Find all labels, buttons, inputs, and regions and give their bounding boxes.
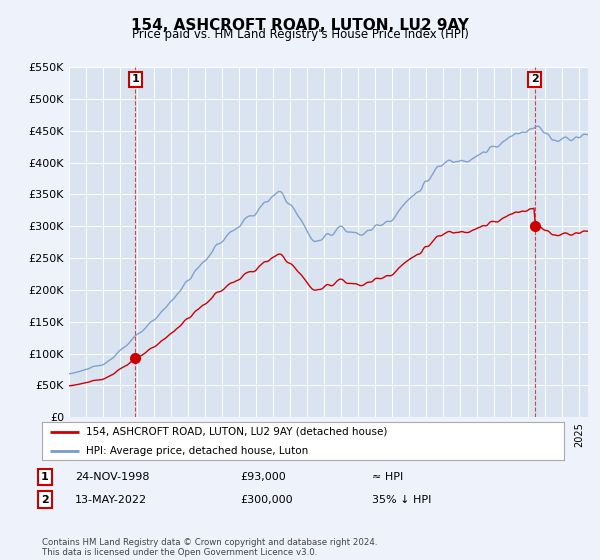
Text: 154, ASHCROFT ROAD, LUTON, LU2 9AY (detached house): 154, ASHCROFT ROAD, LUTON, LU2 9AY (deta… [86,427,388,437]
Text: Price paid vs. HM Land Registry's House Price Index (HPI): Price paid vs. HM Land Registry's House … [131,28,469,41]
Text: 154, ASHCROFT ROAD, LUTON, LU2 9AY: 154, ASHCROFT ROAD, LUTON, LU2 9AY [131,18,469,33]
Text: 1: 1 [131,74,139,85]
Text: ≈ HPI: ≈ HPI [372,472,403,482]
Text: 2: 2 [41,494,49,505]
Text: 1: 1 [41,472,49,482]
Text: 13-MAY-2022: 13-MAY-2022 [75,494,147,505]
Text: 35% ↓ HPI: 35% ↓ HPI [372,494,431,505]
Text: 24-NOV-1998: 24-NOV-1998 [75,472,149,482]
Text: 2: 2 [531,74,539,85]
Text: Contains HM Land Registry data © Crown copyright and database right 2024.
This d: Contains HM Land Registry data © Crown c… [42,538,377,557]
Text: HPI: Average price, detached house, Luton: HPI: Average price, detached house, Luto… [86,446,308,456]
Text: £93,000: £93,000 [240,472,286,482]
Text: £300,000: £300,000 [240,494,293,505]
